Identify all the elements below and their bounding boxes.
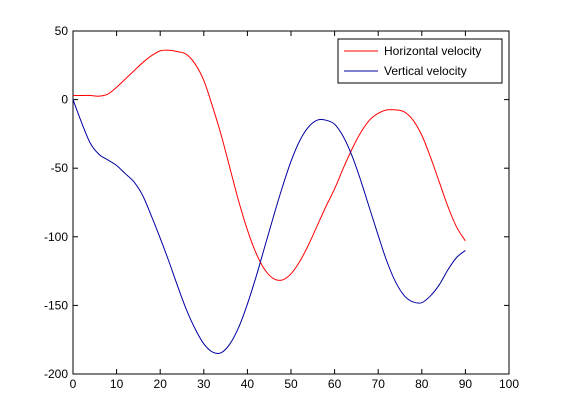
series-line-horizontal-velocity [73, 49, 466, 281]
legend-label: Vertical velocity [384, 64, 467, 78]
y-axis: -200 -150 -100 -50 0 50 [44, 24, 509, 381]
x-tick-label: 0 [70, 377, 77, 391]
series-line-vertical-velocity [72, 99, 466, 355]
y-tick-label: 50 [55, 24, 69, 38]
x-tick-label: 100 [499, 377, 519, 391]
y-tick-label: -150 [44, 298, 68, 312]
legend: Horizontal velocity Vertical velocity [337, 38, 503, 84]
x-tick-label: 90 [459, 377, 473, 391]
y-tick-label: -100 [44, 230, 68, 244]
y-tick-label: -200 [44, 367, 68, 381]
x-tick-label: 20 [154, 377, 168, 391]
x-tick-label: 40 [241, 377, 255, 391]
x-axis: 0 10 20 30 40 50 60 70 80 90 100 [70, 31, 519, 391]
x-tick-label: 70 [372, 377, 386, 391]
x-tick-label: 80 [415, 377, 429, 391]
y-tick-label: -50 [51, 161, 69, 175]
series-lines [72, 49, 466, 355]
x-tick-label: 10 [110, 377, 124, 391]
legend-box [337, 38, 503, 84]
x-tick-label: 60 [328, 377, 342, 391]
y-tick-label: 0 [61, 93, 68, 107]
legend-label: Horizontal velocity [384, 44, 481, 58]
x-tick-label: 50 [284, 377, 298, 391]
x-tick-label: 30 [197, 377, 211, 391]
